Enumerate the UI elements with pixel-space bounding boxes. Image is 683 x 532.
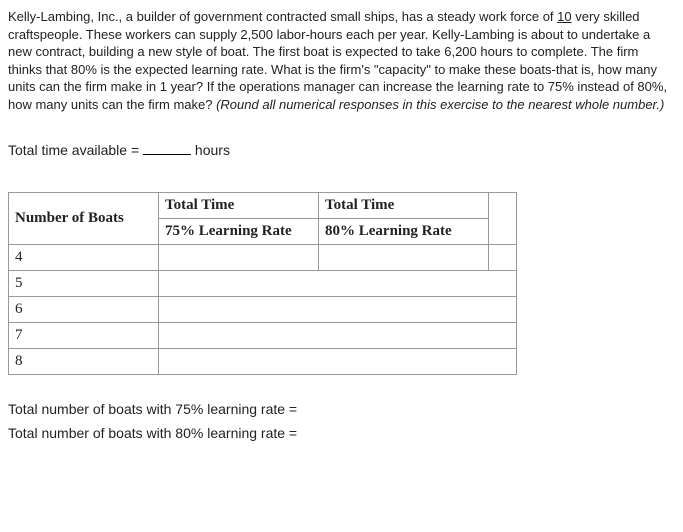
table-row: 4: [9, 245, 517, 271]
table-row: 7: [9, 323, 517, 349]
workforce-value: 10: [557, 9, 571, 24]
total-time-post: hours: [191, 142, 230, 158]
time-cell[interactable]: [159, 349, 517, 375]
result-80-line: Total number of boats with 80% learning …: [8, 425, 675, 441]
result-75-line: Total number of boats with 75% learning …: [8, 401, 675, 417]
time-75-cell[interactable]: [159, 245, 319, 271]
boats-cell: 6: [9, 297, 159, 323]
table-row: 8: [9, 349, 517, 375]
time-cell[interactable]: [159, 271, 517, 297]
boats-cell: 8: [9, 349, 159, 375]
time-80-cell[interactable]: [319, 245, 489, 271]
col-header-extra: [489, 193, 517, 245]
extra-cell: [489, 245, 517, 271]
total-time-line: Total time available = hours: [8, 141, 675, 158]
col-header-total-time-80: Total Time: [319, 193, 489, 219]
boats-cell: 7: [9, 323, 159, 349]
time-cell[interactable]: [159, 297, 517, 323]
question-text: Kelly-Lambing, Inc., a builder of govern…: [8, 8, 675, 113]
total-time-blank[interactable]: [143, 141, 191, 155]
learning-rate-table: Number of Boats Total Time Total Time 75…: [8, 192, 517, 375]
table-row: 5: [9, 271, 517, 297]
time-cell[interactable]: [159, 323, 517, 349]
question-pre: Kelly-Lambing, Inc., a builder of govern…: [8, 9, 557, 24]
col-header-boats: Number of Boats: [9, 193, 159, 245]
table-row: 6: [9, 297, 517, 323]
table-row: Number of Boats Total Time Total Time: [9, 193, 517, 219]
boats-cell: 4: [9, 245, 159, 271]
boats-cell: 5: [9, 271, 159, 297]
question-hint: (Round all numerical responses in this e…: [216, 97, 664, 112]
total-time-pre: Total time available =: [8, 142, 143, 158]
col-header-80: 80% Learning Rate: [319, 219, 489, 245]
col-header-total-time-75: Total Time: [159, 193, 319, 219]
col-header-75: 75% Learning Rate: [159, 219, 319, 245]
